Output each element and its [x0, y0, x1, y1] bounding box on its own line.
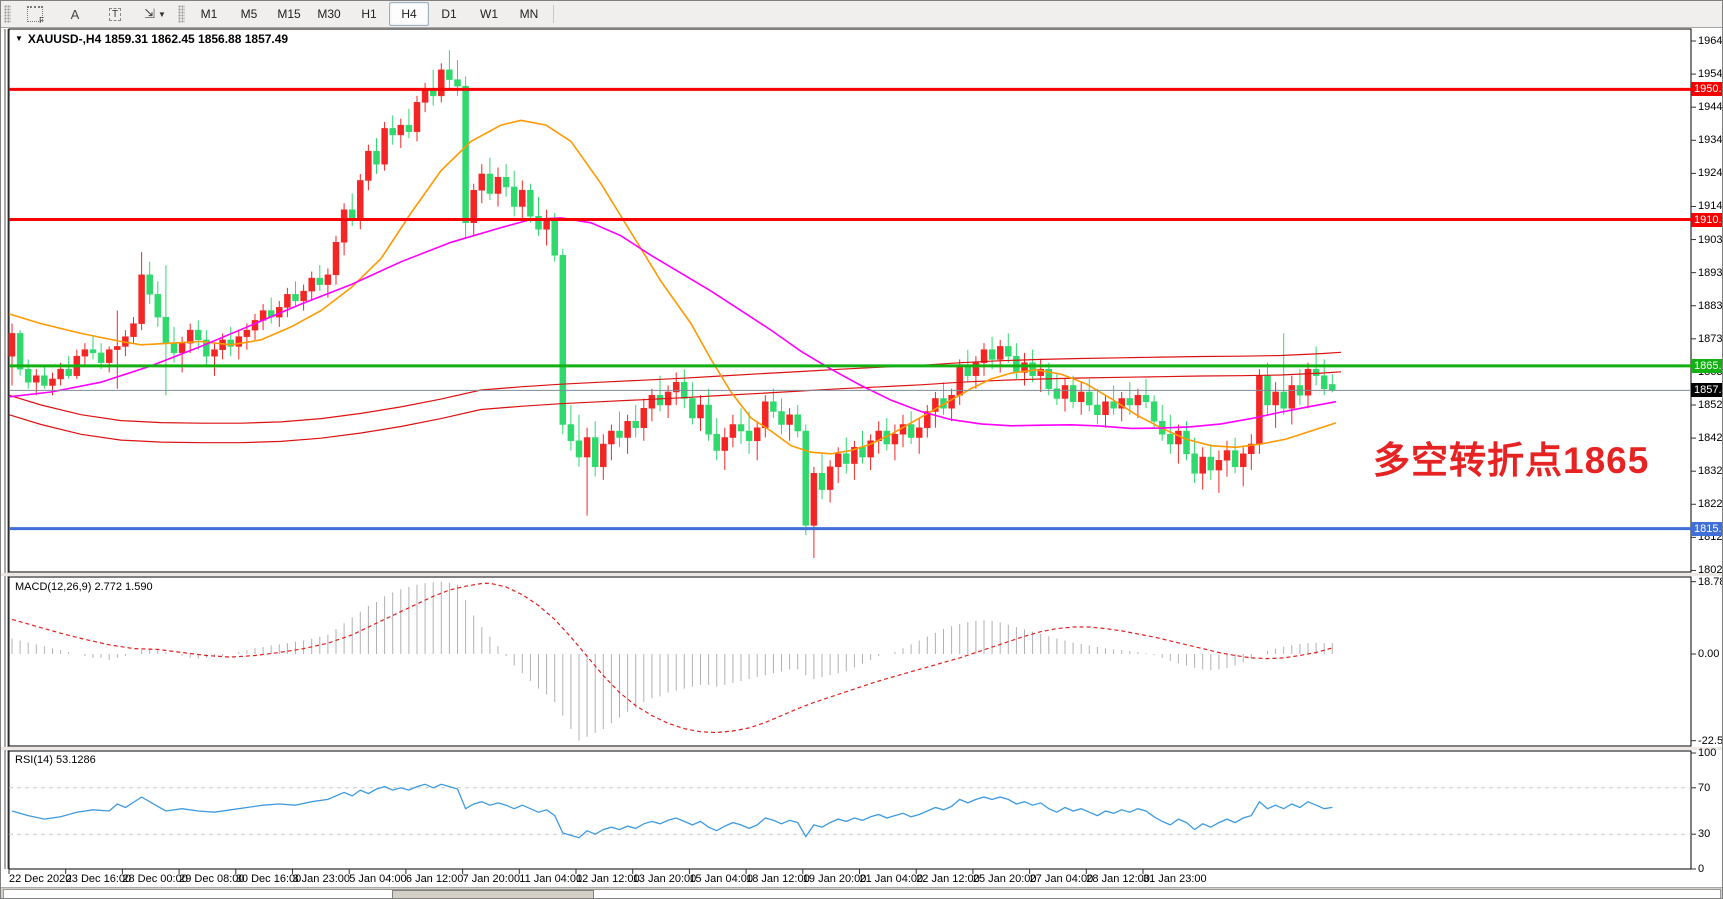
- text-a-button[interactable]: A: [70, 6, 80, 22]
- time-axis-label: 3 Jan 23:00: [292, 873, 351, 885]
- price-badge-1950.00: 1950.00: [1691, 82, 1722, 97]
- macd-axis-label: -22.515: [1698, 734, 1723, 747]
- time-axis-label: 6 Jan 12:00: [405, 873, 464, 885]
- price-axis-label: 1924.18: [1698, 167, 1723, 180]
- macd-axis-label: 0.00: [1698, 648, 1720, 660]
- timeframe-group: M1 M5 M15 M30 H1 H4 D1 W1 MN: [189, 2, 549, 26]
- price-axis-label: 1914.01: [1698, 200, 1723, 213]
- chart-grid-f-icon[interactable]: F: [15, 2, 55, 26]
- price-axis-label: 1852.99: [1698, 399, 1723, 411]
- time-axis-label: 23 Dec 16:00: [65, 873, 132, 885]
- horizontal-scrollbar-track[interactable]: [3, 889, 1721, 898]
- macd-indicator-label: MACD(12,26,9) 2.772 1.590: [15, 581, 153, 593]
- time-axis-label: 28 Dec 00:00: [122, 873, 188, 885]
- text-box-button[interactable]: T: [95, 2, 135, 26]
- time-axis-label: 15 Jan 04:00: [689, 873, 754, 885]
- bottom-scroll-strip: [1, 887, 1722, 898]
- timeframe-button-m15[interactable]: M15: [277, 7, 301, 21]
- annotation-text: 多空转折点1865: [1373, 440, 1650, 481]
- time-axis-label: 28 Jan 12:00: [1086, 873, 1150, 885]
- time-axis-label: 29 Dec 08:00: [179, 873, 245, 885]
- price-axis-label: 1964.86: [1698, 35, 1723, 47]
- price-badge-1910.00: 1910.00: [1691, 212, 1722, 227]
- collapse-triangle-icon[interactable]: ▼: [15, 34, 23, 43]
- timeframe-button-w1[interactable]: W1: [480, 7, 498, 21]
- price-badge-1865.00: 1865.00: [1691, 358, 1722, 373]
- symbol-ohlc-text: XAUUSD-,H4 1859.31 1862.45 1856.88 1857.…: [27, 32, 289, 46]
- rsi-axis-label: 100: [1698, 747, 1717, 759]
- time-axis-label: 11 Jan 04:00: [519, 873, 583, 885]
- rsi-axis-label: 0: [1698, 863, 1705, 875]
- grid-icon: F: [27, 6, 44, 25]
- price-axis-label: 1802.14: [1698, 564, 1723, 577]
- chart-symbol-title[interactable]: ▼ XAUUSD-,H4 1859.31 1862.45 1856.88 1857…: [15, 32, 288, 46]
- timeframe-button-m1[interactable]: M1: [200, 7, 218, 21]
- timeframe-button-m30[interactable]: M30: [317, 7, 341, 21]
- time-axis-label: 22 Dec 2020: [9, 873, 72, 885]
- timeframe-button-d1[interactable]: D1: [441, 7, 457, 21]
- time-axis-label: 27 Jan 04:00: [1029, 873, 1094, 885]
- time-axis-label: 21 Jan 04:00: [859, 873, 924, 885]
- time-axis-label: 7 Jan 20:00: [462, 873, 521, 885]
- time-axis-label: 22 Jan 12:00: [916, 873, 980, 885]
- toolbar: F A T ⇲ ▼ M1 M5 M15 M30 H1 H4 D1 W1 MN: [1, 1, 1722, 28]
- timeframe-button-m5[interactable]: M5: [240, 7, 258, 21]
- indicator-arrows-button[interactable]: ⇲ ▼: [135, 2, 175, 26]
- timeframe-group-grip[interactable]: [178, 5, 185, 23]
- rsi-axis-label: 30: [1698, 828, 1711, 841]
- toolbar-separator: [553, 5, 554, 23]
- macd-axis-label: 18.788: [1698, 575, 1722, 588]
- price-badge-1815.00: 1815.00: [1691, 521, 1722, 536]
- horizontal-scrollbar-thumb[interactable]: [392, 890, 594, 898]
- dropdown-arrow-icon[interactable]: ▼: [157, 9, 166, 19]
- price-axis-label: 1954.69: [1698, 68, 1723, 81]
- price-axis-label: 1842.82: [1698, 432, 1723, 445]
- time-axis-label: 25 Jan 20:00: [972, 873, 1037, 885]
- price-axis-label: 1822.48: [1698, 498, 1723, 511]
- arrows-icon: ⇲: [144, 6, 155, 21]
- price-axis-label: 1832.65: [1698, 465, 1723, 478]
- rsi-axis-label: 70: [1698, 781, 1711, 794]
- time-axis-label: 31 Jan 23:00: [1143, 873, 1207, 885]
- price-axis-label: 1934.35: [1698, 134, 1723, 147]
- timeframe-button-h4[interactable]: H4: [389, 2, 429, 26]
- timeframe-button-h1[interactable]: H1: [361, 7, 377, 21]
- time-axis-label: 18 Jan 12:00: [746, 873, 810, 885]
- time-axis-label: 13 Jan 20:00: [632, 873, 697, 885]
- text-box-icon: T: [108, 7, 122, 21]
- time-axis-label: 12 Jan 12:00: [576, 873, 640, 885]
- price-axis-label: 1893.67: [1698, 266, 1723, 279]
- rsi-indicator-label: RSI(14) 53.1286: [15, 754, 96, 766]
- price-badge-1857.49: 1857.49: [1691, 383, 1722, 398]
- time-axis-label: 30 Dec 16:00: [235, 873, 302, 885]
- timeframe-button-mn[interactable]: MN: [519, 7, 539, 21]
- price-axis-label: 1873.33: [1698, 332, 1723, 345]
- price-axis-label: 1944.52: [1698, 101, 1723, 114]
- price-axis-label: 1883.50: [1698, 299, 1723, 312]
- toolbar-grip[interactable]: [4, 5, 11, 23]
- price-axis-label: 1903.84: [1698, 233, 1723, 246]
- time-axis-label: 19 Jan 20:00: [802, 873, 867, 885]
- time-axis-label: 5 Jan 04:00: [349, 873, 407, 885]
